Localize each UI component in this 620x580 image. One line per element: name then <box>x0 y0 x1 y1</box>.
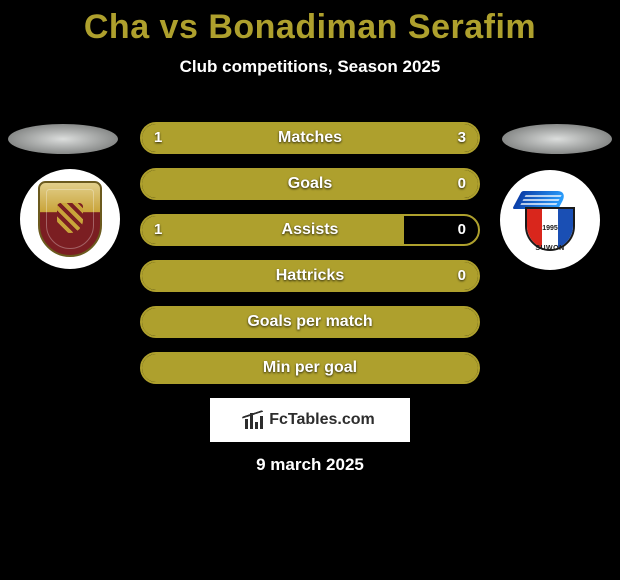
avatar-shadow-right <box>502 124 612 154</box>
attribution-text: FcTables.com <box>269 411 375 429</box>
page-subtitle: Club competitions, Season 2025 <box>0 57 620 77</box>
crest-icon <box>38 181 102 257</box>
bar-value-right: 0 <box>458 216 466 244</box>
stat-bar: Min per goal <box>140 352 480 384</box>
bar-value-left: 1 <box>154 216 162 244</box>
team-crest-right: 1995 SUWON <box>500 170 600 270</box>
page-title: Cha vs Bonadiman Serafim <box>0 0 620 47</box>
team-crest-left <box>20 169 120 269</box>
bar-value-right: 3 <box>458 124 466 152</box>
attribution-badge: FcTables.com <box>210 398 410 442</box>
bar-label: Hattricks <box>142 262 478 290</box>
footer-date: 9 march 2025 <box>0 455 620 475</box>
bar-value-right: 0 <box>458 262 466 290</box>
stat-bar: Goals0 <box>140 168 480 200</box>
bar-value-right: 0 <box>458 170 466 198</box>
crest-team-name: SUWON <box>515 245 585 252</box>
crest-year: 1995 <box>515 225 585 232</box>
bar-value-left: 1 <box>154 124 162 152</box>
bar-label: Min per goal <box>142 354 478 382</box>
bar-label: Goals <box>142 170 478 198</box>
stat-bar: Assists1 0 <box>140 214 480 246</box>
chart-icon <box>245 411 263 429</box>
stat-bar: Matches1 3 <box>140 122 480 154</box>
stats-bars: Matches13Goals0Assists10Hattricks0Goals … <box>140 122 480 398</box>
bar-label: Matches <box>142 124 478 152</box>
crest-icon: 1995 SUWON <box>515 185 585 255</box>
bar-label: Assists <box>142 216 478 244</box>
avatar-shadow-left <box>8 124 118 154</box>
bar-label: Goals per match <box>142 308 478 336</box>
stat-bar: Hattricks0 <box>140 260 480 292</box>
stat-bar: Goals per match <box>140 306 480 338</box>
